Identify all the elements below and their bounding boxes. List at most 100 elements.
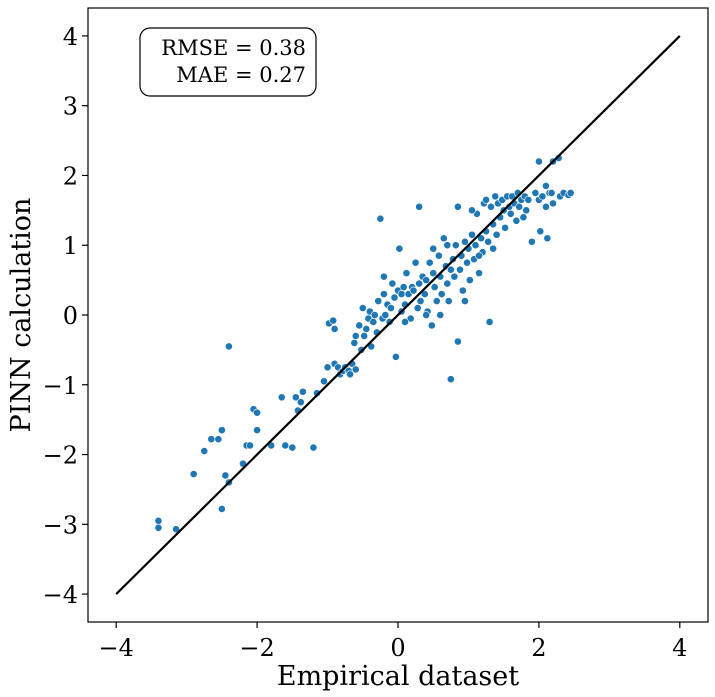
data-point bbox=[531, 188, 540, 197]
rmse-label: RMSE = 0.38 bbox=[161, 36, 306, 60]
data-point bbox=[444, 297, 453, 305]
data-point bbox=[369, 318, 378, 326]
data-point bbox=[437, 290, 446, 298]
data-point bbox=[492, 230, 501, 239]
data-point bbox=[535, 157, 543, 166]
data-point bbox=[422, 276, 431, 285]
data-point bbox=[200, 447, 209, 455]
data-point bbox=[446, 375, 455, 384]
data-point bbox=[323, 363, 332, 372]
data-point bbox=[351, 365, 360, 374]
data-point bbox=[416, 297, 425, 305]
x-tick-label: 0 bbox=[390, 634, 405, 662]
data-point bbox=[522, 206, 531, 215]
y-tick-label: −4 bbox=[43, 581, 78, 609]
data-point bbox=[291, 393, 300, 402]
data-point bbox=[432, 297, 441, 305]
data-point bbox=[491, 192, 500, 201]
data-point bbox=[515, 202, 524, 211]
y-tick-label: 0 bbox=[63, 302, 78, 330]
data-point bbox=[542, 182, 550, 190]
metrics-annotation: RMSE = 0.38 MAE = 0.27 bbox=[139, 27, 317, 97]
data-point bbox=[391, 352, 400, 361]
data-point bbox=[453, 202, 462, 211]
data-point bbox=[154, 523, 163, 532]
x-tick-label: −4 bbox=[98, 634, 133, 662]
data-point bbox=[475, 269, 483, 278]
data-point bbox=[397, 290, 406, 298]
data-point bbox=[221, 471, 230, 480]
data-point bbox=[409, 286, 418, 295]
data-point bbox=[253, 408, 261, 417]
data-point bbox=[430, 283, 439, 291]
data-point bbox=[512, 216, 521, 225]
data-point bbox=[351, 332, 360, 340]
data-point bbox=[207, 435, 216, 444]
data-point bbox=[298, 387, 307, 396]
data-point bbox=[380, 290, 388, 298]
x-tick-label: 4 bbox=[672, 634, 687, 662]
data-point bbox=[456, 265, 464, 274]
data-point bbox=[225, 342, 233, 351]
mae-label: MAE = 0.27 bbox=[176, 63, 306, 87]
data-point bbox=[415, 202, 424, 211]
data-point bbox=[477, 234, 486, 243]
y-axis-ticks: −4 −3 −2 −1 0 1 2 3 4 bbox=[43, 23, 88, 609]
data-point bbox=[154, 516, 163, 525]
data-point bbox=[358, 304, 367, 312]
data-point bbox=[370, 311, 379, 319]
data-point bbox=[485, 318, 494, 326]
data-point bbox=[217, 426, 226, 435]
data-point bbox=[422, 311, 431, 319]
y-tick-label: −1 bbox=[43, 372, 78, 400]
data-point bbox=[484, 237, 493, 246]
data-point bbox=[538, 192, 547, 201]
data-point bbox=[542, 202, 550, 211]
data-point bbox=[506, 209, 515, 218]
data-point bbox=[543, 234, 552, 243]
data-point bbox=[489, 244, 498, 253]
data-point bbox=[566, 188, 575, 197]
data-point bbox=[547, 188, 556, 197]
data-point bbox=[429, 269, 438, 278]
data-point bbox=[453, 337, 462, 346]
x-tick-label: −2 bbox=[239, 634, 274, 662]
data-point bbox=[172, 525, 180, 534]
data-point bbox=[439, 234, 448, 243]
data-point bbox=[281, 441, 290, 450]
data-point bbox=[468, 230, 476, 239]
data-point bbox=[475, 251, 483, 260]
data-point bbox=[406, 314, 415, 323]
data-point bbox=[482, 195, 490, 204]
data-point bbox=[411, 258, 420, 267]
data-point bbox=[350, 339, 359, 347]
data-point bbox=[330, 325, 339, 333]
data-point bbox=[390, 293, 399, 302]
data-point bbox=[362, 325, 371, 333]
data-point bbox=[487, 202, 495, 211]
y-tick-label: 2 bbox=[63, 162, 78, 190]
data-point bbox=[463, 258, 471, 267]
data-point bbox=[381, 311, 390, 319]
data-point bbox=[427, 321, 436, 330]
data-point bbox=[501, 223, 509, 232]
data-point bbox=[446, 265, 455, 274]
data-point bbox=[388, 279, 397, 288]
data-point bbox=[443, 279, 452, 288]
data-point bbox=[465, 276, 474, 285]
data-point bbox=[277, 393, 286, 402]
y-tick-label: 3 bbox=[63, 93, 78, 121]
data-point bbox=[508, 192, 517, 201]
data-point bbox=[374, 297, 383, 305]
data-point bbox=[451, 241, 460, 250]
data-point bbox=[399, 283, 408, 291]
data-point bbox=[309, 443, 318, 452]
data-points bbox=[154, 154, 575, 534]
x-axis-title: Empirical dataset bbox=[277, 661, 519, 692]
data-point bbox=[468, 206, 476, 215]
data-point bbox=[458, 286, 467, 295]
data-point bbox=[425, 258, 434, 267]
y-tick-label: −2 bbox=[43, 442, 78, 470]
data-point bbox=[461, 237, 469, 246]
